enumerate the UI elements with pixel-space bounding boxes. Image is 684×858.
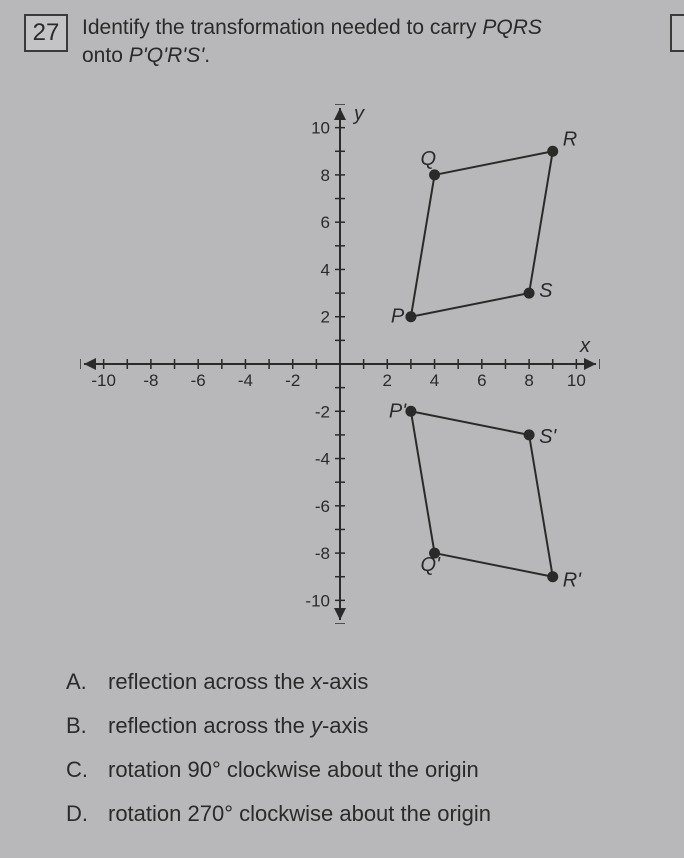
svg-text:2: 2 bbox=[383, 371, 392, 390]
answer-text: rotation 270° clockwise about the origin bbox=[108, 792, 491, 836]
pqrs-label: PQRS bbox=[482, 16, 542, 39]
svg-text:-8: -8 bbox=[143, 371, 158, 390]
svg-text:-6: -6 bbox=[315, 497, 330, 516]
answer-choices: A. reflection across the x-axis B. refle… bbox=[66, 660, 491, 836]
svg-text:S: S bbox=[539, 280, 553, 302]
question-text-part: onto bbox=[82, 44, 129, 67]
page: 27 Identify the transformation needed to… bbox=[0, 0, 684, 858]
question-number-box: 27 bbox=[24, 14, 68, 52]
svg-text:-8: -8 bbox=[315, 544, 330, 563]
svg-text:8: 8 bbox=[321, 166, 330, 185]
svg-text:2: 2 bbox=[321, 308, 330, 327]
svg-text:S': S' bbox=[539, 426, 557, 448]
svg-text:6: 6 bbox=[321, 213, 330, 232]
coordinate-graph: -10 -8 -6 -4 -2 2 4 6 8 10 2 4 6 8 10 -2 -4 -6 -8 -10 x y P Q R S… bbox=[80, 104, 600, 624]
svg-text:-4: -4 bbox=[315, 450, 330, 469]
answer-row: B. reflection across the y-axis bbox=[66, 704, 491, 748]
svg-text:6: 6 bbox=[477, 371, 486, 390]
question-number: 27 bbox=[33, 19, 60, 46]
question-text: Identify the transformation needed to ca… bbox=[82, 14, 642, 70]
question-period: . bbox=[204, 44, 210, 67]
answer-letter: D. bbox=[66, 792, 108, 836]
svg-text:-10: -10 bbox=[305, 591, 330, 610]
svg-text:y: y bbox=[352, 104, 365, 125]
svg-text:8: 8 bbox=[524, 371, 533, 390]
answer-letter: B. bbox=[66, 704, 108, 748]
svg-text:10: 10 bbox=[311, 119, 330, 138]
answer-letter: A. bbox=[66, 660, 108, 704]
svg-text:10: 10 bbox=[567, 371, 586, 390]
graph-svg: -10 -8 -6 -4 -2 2 4 6 8 10 2 4 6 8 10 -2 -4 -6 -8 -10 x y P Q R S… bbox=[80, 104, 600, 624]
svg-text:-4: -4 bbox=[238, 371, 253, 390]
pqrs-prime-label: P'Q'R'S' bbox=[129, 44, 205, 67]
svg-text:R: R bbox=[563, 128, 577, 150]
question-text-part: Identify the transformation needed to ca… bbox=[82, 16, 482, 39]
svg-text:-2: -2 bbox=[315, 402, 330, 421]
answer-text: rotation 90° clockwise about the origin bbox=[108, 748, 479, 792]
right-partial-box bbox=[670, 14, 684, 52]
answer-row: C. rotation 90° clockwise about the orig… bbox=[66, 748, 491, 792]
svg-text:4: 4 bbox=[430, 371, 439, 390]
svg-text:P: P bbox=[391, 306, 405, 328]
answer-text: reflection across the x-axis bbox=[108, 660, 368, 704]
svg-text:4: 4 bbox=[321, 260, 330, 279]
svg-text:P': P' bbox=[389, 400, 407, 422]
svg-text:-10: -10 bbox=[91, 371, 116, 390]
svg-text:Q': Q' bbox=[421, 554, 442, 576]
svg-text:-2: -2 bbox=[285, 371, 300, 390]
answer-row: A. reflection across the x-axis bbox=[66, 660, 491, 704]
svg-text:x: x bbox=[579, 335, 591, 357]
svg-text:Q: Q bbox=[421, 148, 437, 170]
answer-text: reflection across the y-axis bbox=[108, 704, 368, 748]
answer-letter: C. bbox=[66, 748, 108, 792]
answer-row: D. rotation 270° clockwise about the ori… bbox=[66, 792, 491, 836]
svg-text:R': R' bbox=[563, 570, 582, 592]
svg-text:-6: -6 bbox=[191, 371, 206, 390]
